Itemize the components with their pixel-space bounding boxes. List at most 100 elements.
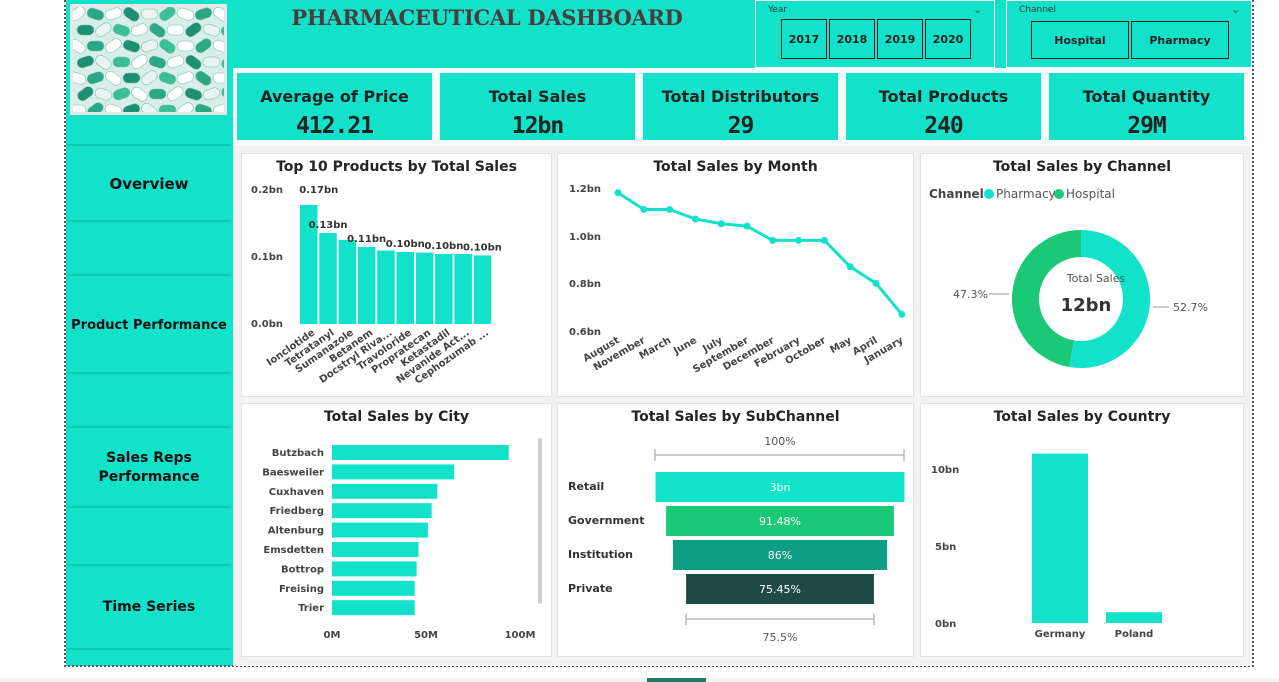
funnel-top-label: 100% bbox=[764, 435, 795, 448]
pill-shape bbox=[77, 86, 94, 102]
pills-image bbox=[70, 4, 227, 115]
funnel-bar[interactable] bbox=[666, 506, 894, 536]
pill-shape bbox=[167, 86, 184, 102]
sales-by-country-card: Total Sales by Country 10bn 5bn 0bn Germ… bbox=[920, 403, 1244, 657]
sales-by-channel-chart: Channel Pharmacy Hospital Total Sales 12… bbox=[929, 187, 1208, 368]
data-point[interactable] bbox=[614, 189, 622, 197]
data-point[interactable] bbox=[795, 236, 803, 244]
pill-shape bbox=[158, 71, 177, 85]
data-point[interactable] bbox=[743, 222, 751, 230]
data-point[interactable] bbox=[846, 263, 854, 271]
legend-hospital[interactable]: Hospital bbox=[1066, 187, 1115, 201]
pill-shape bbox=[87, 102, 104, 112]
pill-shape bbox=[86, 7, 105, 21]
donut-slice[interactable] bbox=[1012, 230, 1081, 368]
bar[interactable] bbox=[1032, 453, 1088, 623]
y-tick: Cuxhaven bbox=[269, 487, 324, 498]
data-point[interactable] bbox=[898, 310, 906, 318]
pill-shape bbox=[176, 71, 195, 85]
bar[interactable] bbox=[332, 580, 415, 596]
bar[interactable] bbox=[454, 254, 472, 324]
bar[interactable] bbox=[300, 205, 318, 324]
chevron-down-icon[interactable]: ⌄ bbox=[973, 3, 983, 16]
sales-by-country-chart: 10bn 5bn 0bn Germany Poland bbox=[931, 453, 1162, 640]
pill-shape bbox=[86, 71, 105, 85]
data-point[interactable] bbox=[872, 279, 880, 287]
bar[interactable] bbox=[332, 542, 419, 557]
pill-shape bbox=[159, 7, 176, 22]
bar[interactable] bbox=[377, 250, 395, 325]
x-tick: Poland bbox=[1115, 629, 1154, 640]
funnel-bar[interactable] bbox=[655, 472, 905, 502]
y-tick: 0.1bn bbox=[251, 252, 283, 263]
pill-shape bbox=[112, 56, 131, 68]
pill-shape bbox=[73, 71, 87, 85]
chevron-down-icon[interactable]: ⌄ bbox=[1231, 3, 1241, 16]
bar[interactable] bbox=[319, 233, 337, 324]
data-point[interactable] bbox=[691, 215, 699, 223]
data-point[interactable] bbox=[769, 236, 777, 244]
channel-option-hospital[interactable]: Hospital bbox=[1031, 21, 1129, 59]
bar[interactable] bbox=[332, 561, 417, 577]
bar[interactable] bbox=[332, 503, 432, 519]
bar[interactable] bbox=[332, 522, 428, 538]
kpi-total-products: Total Products 240 bbox=[846, 73, 1041, 140]
bar[interactable] bbox=[357, 247, 376, 324]
active-page-tab[interactable] bbox=[647, 678, 706, 682]
data-point[interactable] bbox=[666, 205, 674, 213]
y-tick: Emsdetten bbox=[263, 545, 324, 556]
data-point[interactable] bbox=[640, 205, 648, 213]
pill-shape bbox=[141, 102, 158, 112]
year-option-2018[interactable]: 2018 bbox=[829, 19, 875, 59]
year-option-2017[interactable]: 2017 bbox=[781, 19, 827, 59]
data-point[interactable] bbox=[820, 236, 828, 244]
y-tick: Altenburg bbox=[268, 526, 324, 537]
y-tick: Bottrop bbox=[281, 564, 324, 575]
kpi-value: 29 bbox=[727, 113, 755, 139]
bar[interactable] bbox=[435, 254, 453, 324]
pill-shape bbox=[195, 38, 212, 54]
year-option-2020[interactable]: 2020 bbox=[925, 19, 971, 59]
pill-shape bbox=[94, 87, 113, 101]
y-tick: 0bn bbox=[935, 619, 956, 630]
y-tick: Freising bbox=[279, 584, 324, 595]
pill-shape bbox=[104, 103, 123, 112]
nav-overview[interactable]: Overview bbox=[67, 146, 231, 220]
nav-time-series[interactable]: Time Series bbox=[67, 566, 231, 648]
y-tick: 5bn bbox=[935, 542, 956, 553]
donut-center-label: Total Sales bbox=[1066, 272, 1126, 285]
donut-slice[interactable] bbox=[1069, 230, 1150, 368]
bar[interactable] bbox=[1106, 612, 1162, 623]
chart-title: Total Sales by City bbox=[323, 409, 470, 425]
pill-shape bbox=[212, 39, 224, 53]
y-tick: Baesweiler bbox=[262, 467, 324, 478]
scrollbar[interactable] bbox=[538, 438, 542, 604]
dashboard-frame bbox=[64, 0, 1254, 667]
funnel-bar[interactable] bbox=[672, 540, 888, 570]
legend-pharmacy[interactable]: Pharmacy bbox=[996, 187, 1056, 201]
pill-shape bbox=[176, 7, 195, 21]
nav-divider bbox=[67, 426, 231, 428]
year-option-2019[interactable]: 2019 bbox=[877, 19, 923, 59]
pill-shape bbox=[122, 39, 141, 53]
bar[interactable] bbox=[332, 464, 455, 480]
bar[interactable] bbox=[396, 251, 415, 324]
bar[interactable] bbox=[338, 240, 357, 324]
funnel-bar[interactable] bbox=[686, 574, 874, 604]
channel-option-pharmacy[interactable]: Pharmacy bbox=[1131, 21, 1229, 59]
series-line[interactable] bbox=[617, 191, 903, 316]
data-label: 0.10bn bbox=[386, 239, 425, 250]
data-label: 0.10bn bbox=[463, 242, 502, 253]
bar[interactable] bbox=[473, 255, 492, 324]
bar[interactable] bbox=[332, 600, 415, 616]
pill-shape bbox=[159, 38, 176, 54]
data-point[interactable] bbox=[717, 220, 725, 228]
bar[interactable] bbox=[332, 445, 509, 460]
nav-sales-reps-performance[interactable]: Sales Reps Performance bbox=[67, 428, 231, 506]
pill-shape bbox=[166, 55, 185, 69]
y-tick: Government bbox=[568, 514, 644, 527]
bar[interactable] bbox=[415, 252, 434, 324]
legend-dot-hospital bbox=[1054, 189, 1064, 199]
bar[interactable] bbox=[332, 483, 438, 499]
nav-product-performance[interactable]: Product Performance bbox=[67, 276, 231, 372]
